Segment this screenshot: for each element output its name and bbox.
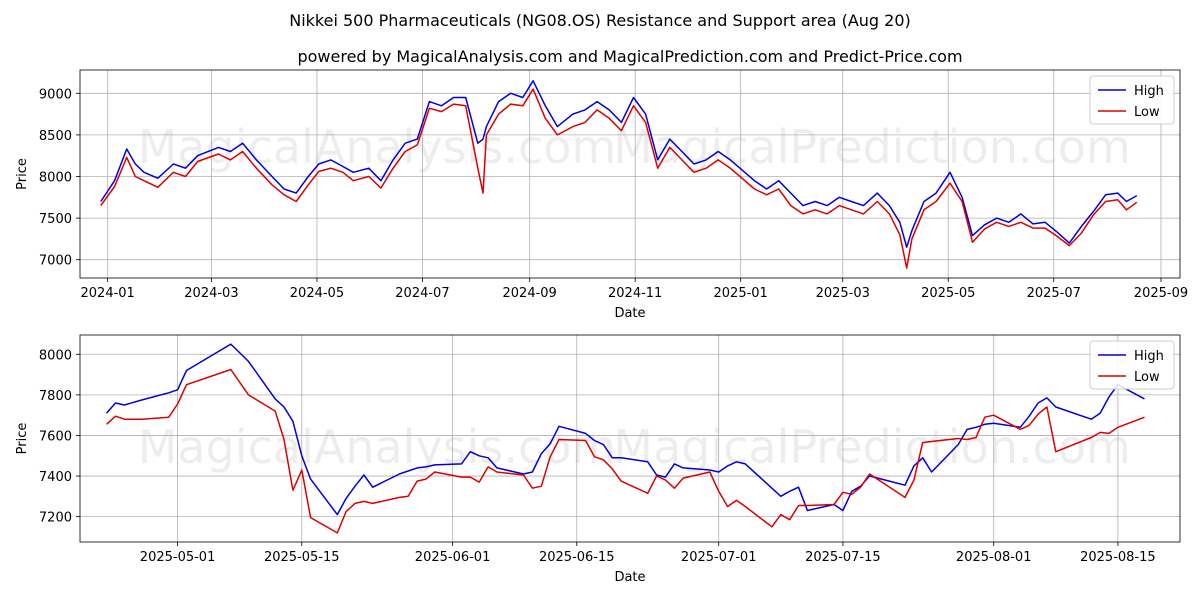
x-tick-label: 2024-03 — [184, 286, 238, 301]
y-tick-label: 9000 — [39, 87, 72, 102]
y-tick-label: 7200 — [39, 511, 72, 526]
x-tick-label: 2025-07 — [1027, 286, 1081, 301]
series-line-low — [100, 88, 1138, 269]
y-tick-label: 7400 — [39, 470, 72, 485]
x-tick-label: 2025-07-01 — [681, 550, 757, 565]
y-tick-label: 7800 — [39, 389, 72, 404]
legend-label-high: High — [1134, 84, 1164, 99]
x-tick-label: 2025-05-01 — [140, 550, 216, 565]
x-tick-label: 2024-07 — [395, 286, 449, 301]
y-tick-label: 8000 — [39, 348, 72, 363]
y-tick-label: 8500 — [39, 129, 72, 144]
y-tick-label: 7000 — [39, 254, 72, 269]
y-tick-label: 7600 — [39, 429, 72, 444]
watermark-text: MagicalAnalysis.com — [138, 120, 617, 174]
series-line-low — [106, 368, 1145, 534]
x-tick-label: 2024-09 — [503, 286, 557, 301]
y-tick-label: 7500 — [39, 212, 72, 227]
x-tick-label: 2025-01 — [714, 286, 768, 301]
x-tick-label: 2025-06-01 — [415, 550, 491, 565]
plot-frame — [79, 69, 1181, 279]
legend-box — [1089, 340, 1175, 390]
legend-label-high: High — [1134, 349, 1164, 364]
y-axis-label: Price — [15, 158, 30, 190]
watermark-text: MagicalPrediction.com — [613, 120, 1131, 174]
x-tick-label: 2025-08-15 — [1080, 550, 1156, 565]
x-tick-label: 2025-03 — [816, 286, 870, 301]
plot-frame — [79, 334, 1181, 543]
x-tick-label: 2025-05 — [921, 286, 975, 301]
chart-title: Nikkei 500 Pharmaceuticals (NG08.OS) Res… — [289, 11, 911, 30]
series-line-high — [106, 343, 1145, 516]
legend-label-low: Low — [1134, 105, 1160, 120]
x-axis-label: Date — [614, 306, 645, 321]
x-axis-label: Date — [614, 570, 645, 585]
x-tick-label: 2024-05 — [290, 286, 344, 301]
watermark-text: MagicalAnalysis.com — [138, 420, 617, 474]
chart-subtitle: powered by MagicalAnalysis.com and Magic… — [297, 47, 962, 66]
x-tick-label: 2024-01 — [81, 286, 135, 301]
x-tick-label: 2024-11 — [608, 286, 662, 301]
x-tick-label: 2025-08-01 — [956, 550, 1032, 565]
bottom-chart-panel: MagicalAnalysis.comMagicalPrediction.com… — [15, 334, 1181, 585]
x-tick-label: 2025-05-15 — [264, 550, 340, 565]
x-tick-label: 2025-07-15 — [805, 550, 881, 565]
legend-box — [1089, 75, 1175, 125]
x-tick-label: 2025-09 — [1134, 286, 1188, 301]
watermark-text: MagicalPrediction.com — [613, 420, 1131, 474]
legend-label-low: Low — [1134, 370, 1160, 385]
top-chart-panel: MagicalAnalysis.comMagicalPrediction.com… — [15, 69, 1188, 321]
y-tick-label: 8000 — [39, 170, 72, 185]
series-line-high — [100, 80, 1138, 248]
x-tick-label: 2025-06-15 — [539, 550, 615, 565]
y-axis-label: Price — [15, 423, 30, 455]
